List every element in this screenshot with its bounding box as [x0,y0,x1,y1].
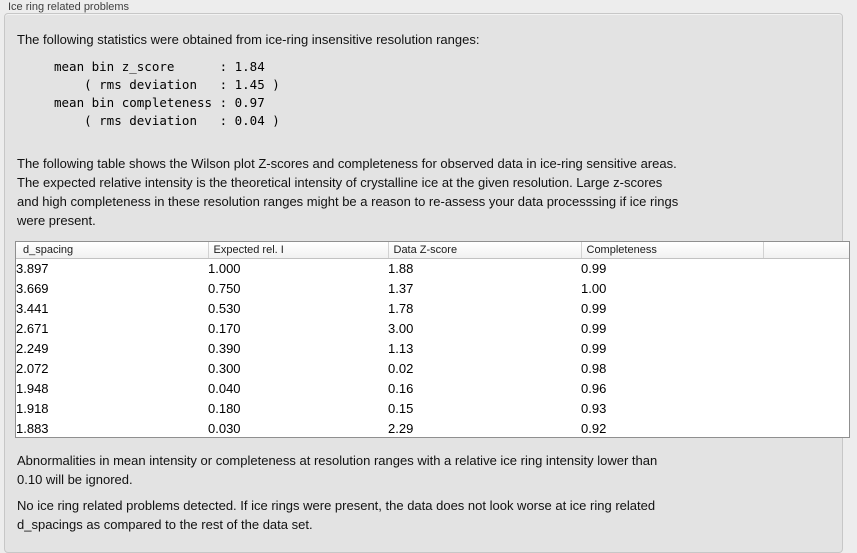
table-cell: 2.671 [16,321,49,336]
table-cell: 0.390 [208,341,241,356]
table-cell [763,399,849,419]
column-header-data-z-score[interactable]: Data Z-score [387,242,581,259]
table-cell: 1.948 [16,381,49,396]
table-cell: 3.00 [388,321,414,336]
table-row[interactable]: 2.671 0.170 3.00 0.99 [16,319,849,339]
table-row[interactable]: 1.918 0.180 0.15 0.93 [16,399,849,419]
table-cell: 1.883 [16,421,49,436]
table-cell: 3.897 [16,261,49,276]
ice-ring-table[interactable]: d_spacing Expected rel. I Data Z-score C… [15,241,850,438]
table-row[interactable]: 1.883 0.030 2.29 0.92 [16,419,849,437]
table-header-row: d_spacing Expected rel. I Data Z-score C… [16,242,849,259]
table-cell: 0.99 [581,301,607,316]
column-header-spacer[interactable] [762,242,849,259]
table-cell: 0.96 [581,381,607,396]
table-cell: 0.300 [208,361,241,376]
table-row[interactable]: 2.249 0.390 1.13 0.99 [16,339,849,359]
table-cell: 0.16 [388,381,414,396]
table-row[interactable]: 3.669 0.750 1.37 1.00 [16,279,849,299]
ice-table-body: 3.897 1.000 1.88 0.99 3.669 0.750 1.37 1.00 3.44… [16,259,849,438]
table-cell: 1.000 [208,261,241,276]
table-cell: 0.030 [208,421,241,436]
table-cell: 0.040 [208,381,241,396]
table-row[interactable]: 3.441 0.530 1.78 0.99 [16,299,849,319]
table-cell: 0.170 [208,321,241,336]
table-cell [763,339,849,359]
table-cell: 0.98 [581,361,607,376]
table-cell: 2.072 [16,361,49,376]
table-cell [763,299,849,319]
column-header-d-spacing[interactable]: d_spacing [16,242,208,259]
table-cell [763,279,849,299]
table-intro-text: The following table shows the Wilson plo… [17,156,679,228]
table-cell: 1.918 [16,401,49,416]
table-cell: 2.29 [388,421,414,436]
table-cell: 2.249 [16,341,49,356]
table-row[interactable]: 2.072 0.300 0.02 0.98 [16,359,849,379]
table-cell: 0.99 [581,341,607,356]
table-cell: 1.88 [388,261,414,276]
table-cell: 0.92 [581,421,607,436]
table-cell: 0.180 [208,401,241,416]
table-cell: 0.530 [208,301,241,316]
table-cell: 0.750 [208,281,241,296]
column-header-completeness[interactable]: Completeness [580,242,763,259]
table-cell: 0.99 [581,261,607,276]
ice-ring-table-grid: d_spacing Expected rel. I Data Z-score C… [16,242,849,438]
table-cell: 0.99 [581,321,607,336]
table-cell: 1.00 [581,281,607,296]
column-header-expected-rel-i[interactable]: Expected rel. I [207,242,388,259]
table-cell: 1.78 [388,301,414,316]
table-cell: 3.441 [16,301,49,316]
table-cell: 3.669 [16,281,49,296]
table-row[interactable]: 1.948 0.040 0.16 0.96 [16,379,849,399]
table-cell: 0.93 [581,401,607,416]
table-cell: 1.37 [388,281,414,296]
table-cell [763,319,849,339]
table-cell [763,419,849,437]
table-cell [763,379,849,399]
ignore-note-text: Abnormalities in mean intensity or compl… [17,453,658,487]
conclusion-text: No ice ring related problems detected. I… [17,498,656,532]
table-row[interactable]: 3.897 1.000 1.88 0.99 [16,259,849,280]
table-cell: 0.15 [388,401,414,416]
table-cell: 1.13 [388,341,414,356]
table-cell [763,259,849,280]
table-cell: 0.02 [388,361,414,376]
group-box-title: Ice ring related problems [8,1,130,13]
table-cell [763,359,849,379]
group-box-content: The following statistics were obtained f… [5,14,850,534]
stats-block: mean bin z_score : 1.84 ( rms deviation … [54,59,280,128]
stats-intro-text: The following statistics were obtained f… [17,32,480,47]
ice-ring-group-box: The following statistics were obtained f… [4,13,850,553]
